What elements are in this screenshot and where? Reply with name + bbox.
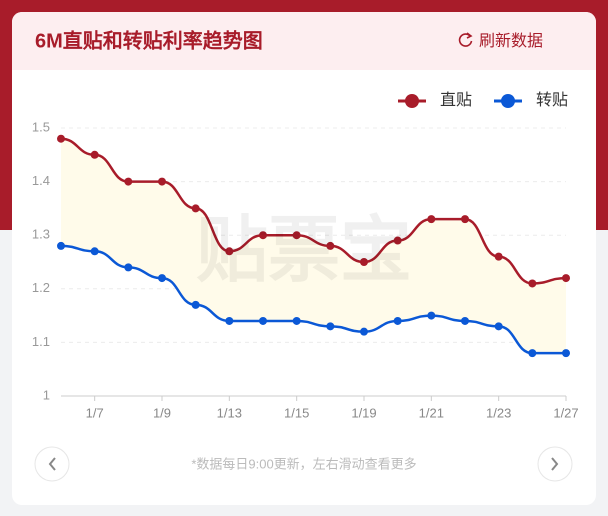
data-point	[427, 215, 436, 224]
card-header	[12, 12, 596, 70]
y-tick-label: 1.5	[32, 119, 50, 134]
data-point	[360, 327, 368, 336]
y-tick-label: 1.3	[32, 227, 50, 242]
data-point	[562, 349, 570, 358]
data-point	[124, 177, 133, 186]
data-point	[225, 247, 234, 256]
x-tick-label: 1/23	[486, 405, 511, 420]
legend-marker	[405, 94, 419, 108]
y-tick-label: 1.1	[32, 334, 50, 349]
next-button[interactable]	[537, 446, 573, 482]
data-point	[494, 322, 503, 331]
series-line	[60, 137, 567, 285]
watermark: 贴票宝	[196, 211, 412, 291]
refresh-button[interactable]: 刷新数据	[458, 32, 543, 50]
data-point	[427, 311, 436, 320]
data-point	[393, 236, 402, 245]
y-tick-label: 1.4	[32, 173, 50, 188]
data-point	[360, 258, 368, 266]
y-tick-label: 1	[43, 387, 50, 402]
x-tick-label: 1/9	[153, 405, 171, 420]
data-point	[90, 247, 99, 256]
data-point	[494, 252, 503, 261]
data-point	[292, 231, 301, 240]
band-fill	[61, 138, 566, 354]
data-point	[225, 316, 234, 325]
data-point	[528, 279, 537, 288]
data-point	[562, 274, 570, 283]
prev-circle[interactable]	[34, 446, 70, 482]
prev-chevron	[48, 457, 56, 471]
legend-label: 转贴	[536, 91, 568, 109]
refresh-label[interactable]: 刷新数据	[479, 32, 543, 50]
data-point	[90, 150, 99, 159]
x-tick-label: 1/13	[217, 405, 242, 420]
next-chevron	[551, 457, 559, 471]
data-point	[326, 322, 335, 331]
data-point	[461, 316, 469, 325]
x-tick-label: 1/21	[419, 405, 444, 420]
x-tick-label: 1/19	[351, 405, 376, 420]
prev-button[interactable]	[34, 446, 70, 482]
data-point	[158, 274, 166, 283]
next-circle[interactable]	[537, 446, 573, 482]
x-tick-label: 1/27	[553, 405, 578, 420]
legend-label: 直贴	[440, 91, 472, 109]
data-point	[57, 134, 65, 143]
footnote: *数据每日9:00更新，左右滑动查看更多	[191, 456, 416, 471]
series-line	[60, 244, 566, 355]
data-point	[191, 300, 200, 309]
data-point	[292, 316, 301, 325]
x-tick-label: 1/7	[86, 405, 104, 420]
data-point	[191, 204, 200, 213]
legend-marker	[501, 94, 515, 108]
refresh-icon	[458, 33, 473, 47]
data-point	[158, 177, 166, 186]
data-point	[528, 349, 537, 358]
data-point	[124, 263, 133, 272]
data-point	[57, 241, 65, 250]
data-point	[259, 231, 267, 240]
y-tick-label: 1.2	[32, 280, 50, 295]
data-point	[326, 241, 335, 250]
chart-title: 6M直贴和转贴利率趋势图	[35, 28, 263, 52]
x-tick-label: 1/15	[284, 405, 309, 420]
data-point	[393, 316, 402, 325]
data-point	[259, 316, 267, 325]
refresh-icon-arrow	[466, 32, 473, 39]
data-point	[461, 215, 469, 224]
